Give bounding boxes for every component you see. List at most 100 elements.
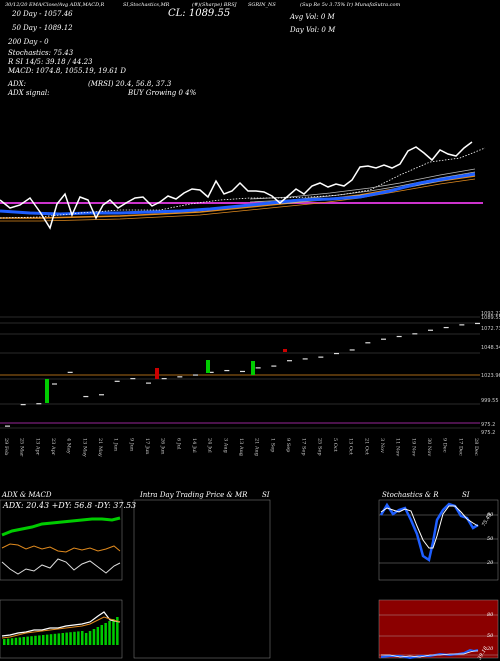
macd-histogram-bar (26, 636, 29, 645)
price-candle (45, 379, 49, 403)
price-bar (428, 329, 433, 331)
price-bar (193, 374, 198, 376)
date-axis-label: 13 May (81, 438, 87, 457)
date-axis-label: 29 Feb (3, 438, 9, 455)
header-line1c: (#)(Sharpe) BRSJ (192, 2, 237, 8)
date-axis: 29 Feb 25 Mar 13 Apr 23 Apr 4 May 13 May 21 Ma… (3, 438, 479, 457)
macd-signal-line (1, 616, 121, 639)
macd-histogram-bar (38, 635, 41, 645)
date-axis-label: 3 Aug (222, 438, 228, 454)
price-bar (287, 360, 292, 362)
stoch-grid-20: 20 (487, 560, 494, 566)
date-axis-label: 6 Jul (175, 438, 181, 450)
ema-orange-line-2 (0, 178, 476, 222)
macd-histogram-bar (112, 619, 115, 645)
adx-values-label: ADX: 20.43 +DY: 56.8 -DY: 37.53 (3, 501, 137, 510)
close-price-line (0, 141, 473, 230)
macd-histogram-bar (116, 617, 119, 645)
adx-orange-line (1, 543, 121, 553)
header-line1d: SGRIN_NS (248, 2, 276, 8)
price-bar (99, 394, 104, 396)
price-axis-label: 1048.34 (481, 345, 500, 351)
close-label: CL: 1089.55 (168, 8, 231, 19)
date-axis-label: 28 Dec (473, 438, 479, 456)
price-bar (20, 404, 26, 406)
price-bar (67, 371, 73, 373)
header-line1e: (Sup Re 5v 3.75% Ir) MunafaSutra.com (300, 2, 401, 8)
adx-label: ADX: (8, 80, 27, 88)
adx-green-line (1, 516, 121, 537)
price-bar (224, 369, 230, 372)
date-axis-label: 9 Jun (128, 438, 134, 452)
macd-histogram-bar (108, 621, 111, 645)
macd-histogram-bar (77, 631, 80, 645)
date-axis-label: 25 Mar (19, 438, 25, 457)
date-axis-label: 11 Nov (395, 438, 401, 456)
price-axis-label: 999.55 (481, 398, 499, 404)
price-bar (208, 371, 214, 373)
rsi-signal-line (381, 650, 478, 658)
stoch-si-label: SI (462, 491, 470, 499)
intraday-si-label: SI (262, 491, 270, 499)
price-bar (302, 358, 308, 360)
adx-macd-title: ADX & MACD (2, 491, 52, 499)
date-axis-label: 1 Sep (269, 438, 275, 452)
stoch-label: Stochastics: 75.43 (8, 49, 74, 57)
price-axis-label: 1089.55 (481, 315, 500, 321)
price-candle (155, 368, 159, 379)
date-axis-label: 17 Jun (144, 438, 150, 455)
macd-line (1, 611, 121, 637)
macd-histogram-bar (104, 623, 107, 645)
macd-histogram-bar (22, 637, 25, 645)
stoch-grid-80: 80 (487, 512, 494, 518)
price-bar (459, 324, 465, 326)
price-axis-label: 1072.73 (481, 326, 500, 332)
macd-histogram-bar (53, 633, 57, 645)
price-bar (114, 380, 120, 382)
date-axis-label: 21 Aug (254, 438, 260, 457)
adx-white-line (1, 558, 121, 575)
macd-histogram-bar (30, 636, 33, 645)
price-bar (381, 338, 386, 340)
date-axis-label: 13 Oct (348, 438, 354, 455)
macd-histogram-bar (100, 625, 103, 645)
price-candle (251, 361, 255, 375)
rsi-grid-80: 80 (487, 612, 494, 618)
price-bar (161, 378, 167, 380)
macd-histogram-bar (49, 634, 53, 645)
macd-histogram-bar (88, 631, 92, 645)
header-line1b: SI,Stochastics,MR (123, 2, 170, 8)
price-bar (475, 322, 480, 325)
avg-vol-label: Avg Vol: 0 M (290, 13, 335, 21)
price-bar (130, 378, 136, 380)
ema20-label: 20 Day - 1057.46 (12, 10, 73, 18)
price-bar (52, 383, 57, 385)
date-axis-label: 17 Sep (301, 438, 307, 456)
date-axis-label: 19 Nov (410, 438, 416, 456)
price-bar (240, 370, 245, 373)
adx-signal-label: ADX signal: (8, 89, 50, 97)
date-axis-label: 9 Dec (442, 438, 448, 453)
price-bar (349, 349, 355, 351)
price-candle (283, 349, 287, 352)
date-axis-label: 14 Jul (191, 438, 197, 453)
stoch-k-line (379, 502, 479, 563)
date-axis-label: 17 Dec (457, 438, 463, 456)
macd-histogram-bar (96, 627, 100, 645)
price-bar (412, 333, 418, 335)
date-axis-label: 26 Jun (160, 438, 166, 455)
ema-white-line-3 (249, 168, 476, 200)
date-axis-label: 30 Nov (426, 438, 432, 456)
day-vol-label: Day Vol: 0 M (290, 26, 336, 34)
date-axis-label: 25 Sep (316, 438, 322, 456)
date-axis-label: 21 Oct (363, 438, 369, 455)
date-axis-label: 1 Jun (113, 438, 119, 452)
price-axis-label: 1092.22 (481, 311, 500, 317)
macd-histogram-bar (92, 629, 96, 645)
price-bar (334, 352, 339, 355)
rsi-grid-20: 20 (487, 646, 494, 652)
price-bar (36, 403, 42, 405)
macd-histogram-bar (69, 632, 72, 645)
